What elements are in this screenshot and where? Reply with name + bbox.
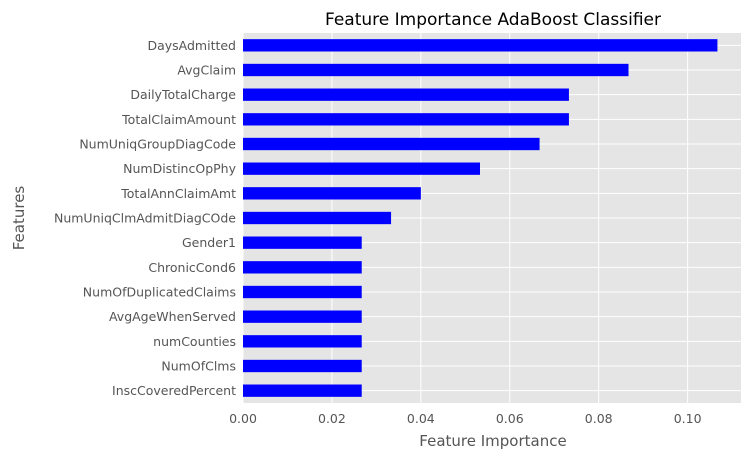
bar-DailyTotalCharge bbox=[243, 88, 569, 101]
x-tick-label: 0.02 bbox=[318, 411, 346, 426]
bar-numCounties bbox=[243, 335, 362, 348]
bar-AvgAgeWhenServed bbox=[243, 310, 362, 323]
y-tick-label: NumDistincOpPhy bbox=[123, 161, 236, 176]
bar-DaysAdmitted bbox=[243, 39, 718, 52]
x-tick-labels: 0.00 0.02 0.04 0.06 0.08 0.10 bbox=[229, 411, 702, 426]
bar-ChronicCond6 bbox=[243, 261, 362, 274]
y-tick-label: NumOfClms bbox=[161, 359, 236, 374]
bar-Gender1 bbox=[243, 236, 362, 249]
y-tick-label: TotalClaimAmount bbox=[121, 112, 236, 127]
y-tick-label: DailyTotalCharge bbox=[130, 87, 236, 102]
y-tick-label: InscCoveredPercent bbox=[112, 383, 236, 398]
bar-NumUniqGroupDiagCode bbox=[243, 137, 540, 151]
y-tick-label: NumOfDuplicatedClaims bbox=[83, 285, 236, 300]
y-tick-label: AvgClaim bbox=[177, 63, 236, 78]
bar-NumUniqClmAdmitDiagCOde bbox=[243, 211, 392, 225]
bar-NumOfDuplicatedClaims bbox=[243, 285, 362, 299]
bar-NumDistincOpPhy bbox=[243, 162, 480, 175]
y-tick-label: NumUniqGroupDiagCode bbox=[79, 137, 236, 152]
x-tick-label: 0.00 bbox=[229, 411, 257, 426]
y-tick-label: NumUniqClmAdmitDiagCOde bbox=[54, 211, 236, 226]
bar-NumOfClms bbox=[243, 359, 362, 373]
chart-title: Feature Importance AdaBoost Classifier bbox=[325, 10, 661, 30]
bar-TotalClaimAmount bbox=[243, 113, 569, 126]
bars bbox=[243, 39, 718, 397]
x-tick-label: 0.08 bbox=[585, 411, 613, 426]
bar-AvgClaim bbox=[243, 63, 629, 77]
x-tick-label: 0.10 bbox=[674, 411, 702, 426]
y-tick-label: DaysAdmitted bbox=[147, 38, 236, 53]
x-tick-label: 0.04 bbox=[407, 411, 435, 426]
y-tick-label: Gender1 bbox=[182, 235, 236, 250]
x-axis-label: Feature Importance bbox=[419, 432, 566, 450]
y-tick-label: TotalAnnClaimAmt bbox=[120, 186, 236, 201]
bar-TotalAnnClaimAmt bbox=[243, 187, 421, 200]
y-axis-label: Features bbox=[10, 186, 28, 251]
x-tick-label: 0.06 bbox=[496, 411, 524, 426]
y-tick-label: numCounties bbox=[153, 334, 236, 349]
bar-InscCoveredPercent bbox=[243, 384, 362, 397]
y-tick-label: ChronicCond6 bbox=[148, 260, 236, 275]
y-tick-label: AvgAgeWhenServed bbox=[109, 309, 236, 324]
y-tick-labels: DaysAdmitted AvgClaim DailyTotalCharge Tota… bbox=[54, 38, 237, 398]
